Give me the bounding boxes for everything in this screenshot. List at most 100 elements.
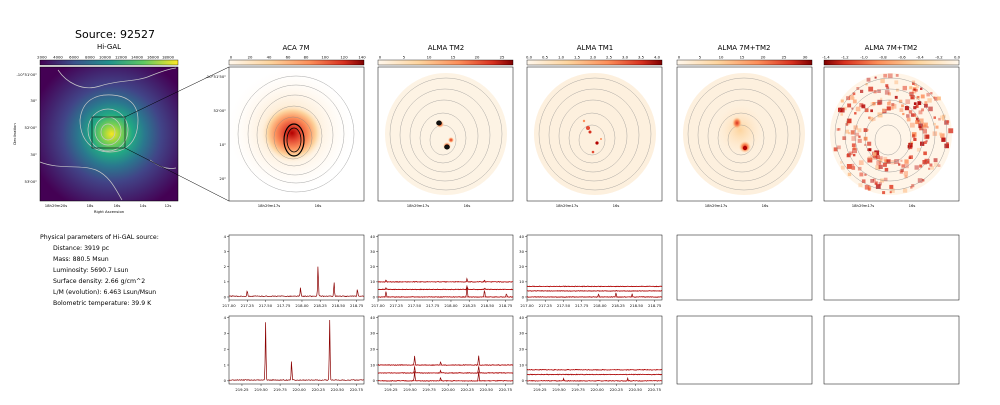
noise-pixel	[918, 110, 923, 115]
colorbar-tick: 10	[719, 55, 724, 60]
noise-pixel	[846, 154, 850, 158]
noise-pixel	[850, 130, 856, 135]
noise-pixel	[883, 177, 888, 182]
noise-pixel	[883, 73, 887, 78]
ytick-label: 1	[224, 362, 227, 367]
noise-pixel	[871, 119, 874, 122]
xtick-label: 18h29m20s	[45, 203, 68, 208]
noise-pixel	[883, 156, 888, 161]
noise-pixel	[855, 132, 860, 137]
params-line: Distance: 3919 pc	[53, 245, 110, 252]
noise-pixel	[938, 117, 941, 121]
ytick-label: 10	[370, 362, 375, 367]
ytick-label: 52'00"	[214, 108, 227, 113]
colorbar-tick: 6000	[69, 55, 79, 60]
colorbar-tick: -0.8	[879, 55, 887, 60]
noise-pixel	[840, 165, 845, 170]
xtick-label: 220.00	[293, 387, 307, 392]
noise-pixel	[874, 150, 880, 156]
ytick-label: 40	[370, 315, 375, 320]
noise-pixel	[851, 163, 855, 167]
noise-pixel	[917, 120, 920, 123]
noise-pixel	[938, 132, 942, 136]
tm1-colorbar	[526, 59, 663, 66]
noise-pixel	[930, 92, 933, 95]
noise-pixel	[900, 159, 903, 162]
xtick-label: 220.75	[499, 387, 513, 392]
xtick-label: 217.25	[390, 303, 404, 308]
aca-peak-contour	[286, 127, 302, 153]
noise-pixel	[908, 143, 913, 148]
comb1-panel: ALMA 7M+TM2 0 5 10 15 20 25 30 18h29m17s…	[676, 44, 813, 208]
noise-pixel	[867, 148, 870, 151]
noise-pixel	[904, 106, 910, 111]
noise-pixel	[901, 104, 904, 108]
noise-pixel	[944, 120, 949, 125]
noise-pixel	[934, 96, 938, 101]
colorbar-tick: 2.5	[606, 55, 613, 60]
noise-pixel	[917, 96, 920, 99]
ytick-label: 4	[224, 315, 227, 320]
noise-pixel	[884, 90, 890, 95]
ytick-label: 2	[224, 264, 227, 269]
noise-pixel	[918, 123, 923, 129]
xtick-label: 218.50	[630, 303, 644, 308]
colorbar-tick: 0.0	[954, 55, 961, 60]
noise-pixel	[904, 163, 909, 169]
noise-pixel	[902, 188, 908, 193]
comb1-title: ALMA 7M+TM2	[718, 44, 771, 52]
tm1-emission-spot	[586, 126, 590, 130]
noise-pixel	[851, 136, 857, 141]
spectra: 217.00 217.25 217.50 217.75 218.00 218.25 218.…	[222, 234, 960, 392]
tm1-colorbar-ticks: 0.0 0.5 1.0 1.5 2.0 2.5 3.0 3.5 4.0	[526, 55, 661, 60]
noise-pixel	[847, 172, 852, 177]
xtick-label: 16s	[762, 203, 769, 208]
noise-pixel	[920, 94, 925, 99]
noise-pixel	[902, 85, 907, 91]
comb1-contours	[687, 77, 801, 191]
noise-pixel	[918, 118, 924, 124]
noise-pixel	[913, 106, 917, 110]
spectrum-panel	[823, 234, 960, 301]
spectrum-frame	[377, 234, 514, 301]
comb2-title: ALMA 7M+TM2	[865, 44, 918, 52]
noise-pixel	[890, 106, 894, 110]
xtick-label: 220.00	[591, 387, 605, 392]
noise-pixel	[924, 134, 929, 140]
tm1-primary-beam	[534, 73, 656, 195]
colorbar-tick: -0.6	[898, 55, 906, 60]
colorbar-tick: 20	[761, 55, 766, 60]
noise-pixel	[921, 179, 925, 182]
noise-pixel	[895, 74, 899, 77]
noise-pixel	[909, 122, 915, 128]
tm2-core	[444, 144, 450, 150]
noise-pixel	[858, 183, 863, 188]
tm1-emission-spot	[591, 150, 595, 154]
xtick-label: 217.75	[277, 303, 291, 308]
noise-pixel	[913, 88, 916, 91]
noise-pixel	[924, 101, 928, 105]
zoom-connector-bottom	[124, 147, 230, 202]
colorbar-tick: 5	[403, 55, 406, 60]
noise-pixel	[916, 117, 919, 121]
xtick-label: 217.75	[426, 303, 440, 308]
xtick-label: 12s	[165, 203, 172, 208]
tm2-core	[436, 120, 442, 126]
noise-pixel	[933, 116, 936, 119]
xtick-label: 16s	[909, 203, 916, 208]
noise-pixel	[863, 128, 868, 132]
noise-pixel	[940, 115, 944, 120]
params-line: Luminosity: 5690.7 Lsun	[53, 267, 129, 274]
xtick-label: 218.50	[481, 303, 495, 308]
noise-pixel	[933, 158, 938, 163]
params-block: Physical parameters of Hi-GAL source: Di…	[40, 234, 159, 307]
colorbar-tick: 0	[678, 55, 681, 60]
ytick-label: 10	[519, 362, 524, 367]
tm1-panel: ALMA TM1 0.0 0.5 1.0 1.5 2.0 2.5 3.0 3.5…	[526, 44, 663, 208]
ytick-label: 40	[519, 234, 524, 239]
xtick-label: 217.50	[557, 303, 571, 308]
comb2-noise-field	[833, 73, 954, 195]
noise-pixel	[916, 147, 921, 152]
ytick-label: 0	[373, 378, 376, 383]
